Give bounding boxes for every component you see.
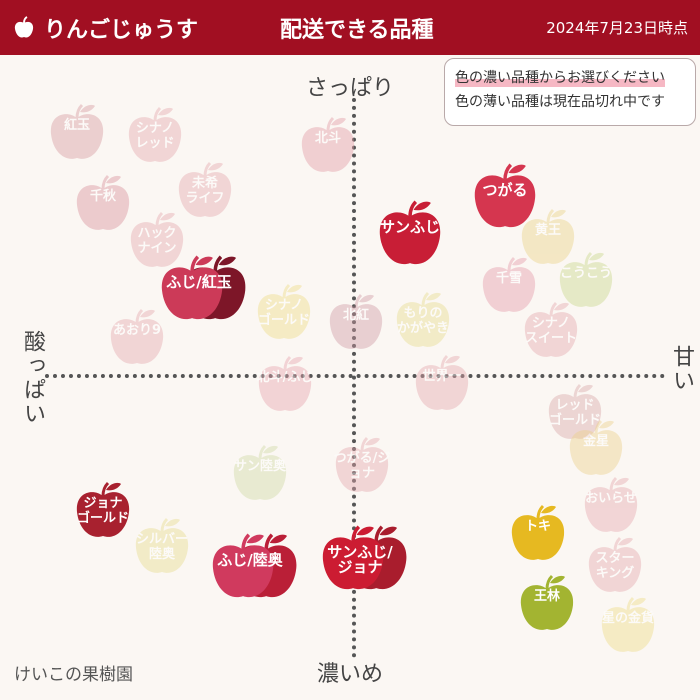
apple-aori9: あおり9 [105,305,169,369]
apple-fuji-koudama[interactable]: ふじ/紅玉 [161,251,246,325]
apple-icon [511,504,565,560]
apple-icon [524,301,578,357]
apple-shinano-sweet: シナノ スイート [519,298,583,362]
apple-icon [128,106,182,162]
header-bar: りんごじゅうす 配送できる品種 2024年7月23日時点 [0,0,700,55]
apple-icon [161,255,246,320]
axis-label-top: さっぱり [306,76,395,101]
apple-icon [212,533,297,598]
legend-line-available: 色の濃い品種からお選びください [455,67,665,87]
apple-chiaki: 千秋 [71,171,135,235]
apple-icon [233,444,287,500]
apple-red-gold: レッド ゴールド [543,380,607,444]
apple-icon [482,256,536,312]
apple-icon [130,211,184,267]
apple-icon [588,536,642,592]
axis-label-right: 甘い [669,345,694,393]
apple-mikiraifu: 未希 ライフ [173,158,237,222]
as-of-date: 2024年7月23日時点 [546,19,688,37]
apple-icon [601,596,655,652]
apple-morino-kagayaki: もりの かがやき [391,288,455,352]
apple-icon [329,293,383,349]
apple-icon [379,200,441,265]
apple-icon [520,574,574,630]
apple-sanfuji[interactable]: サンふじ [373,196,447,270]
apple-tsugaru-jonagold: つがる/ジョナ [330,433,394,497]
apple-icon [322,525,407,590]
apple-icon [135,517,189,573]
legend-box: 色の濃い品種からお選びください 色の薄い品種は現在品切れ中です [444,58,696,126]
apple-icon [474,163,536,228]
apple-kinsei: 金星 [564,416,628,480]
apple-silver-mutsu: シルバー 陸奥 [130,514,194,578]
apple-icon [257,283,311,339]
apple-hokuto-fuji: 北斗/ふじ [253,352,317,416]
apple-icon [110,308,164,364]
apple-sun-mutsu: サン陸奥 [228,441,292,505]
apple-icon [178,161,232,217]
brand-title: りんごじゅうす [44,18,199,43]
apple-icon [14,16,34,38]
footer-signature: けいこの果樹園 [14,665,133,685]
apple-icon [301,116,355,172]
apple-fuji-mutsu[interactable]: ふじ/陸奥 [212,529,297,603]
apple-star-king: スター キング [583,533,647,597]
axis-label-bottom: 濃いめ [317,662,384,687]
apple-icon [76,481,130,537]
apple-icon [415,354,469,410]
page-subtitle: 配送できる品種 [280,18,434,43]
apple-sanfuji-jona[interactable]: サンふじ/ ジョナ [322,521,407,595]
apple-hoshino-kinka: 星の金貨 [596,593,660,657]
apple-icon [521,208,575,264]
apple-icon [335,436,389,492]
apple-ourin[interactable]: 王林 [515,571,579,635]
apple-icon [396,291,450,347]
apple-hakku-nain: ハック ナイン [125,208,189,272]
axis-label-left: 酸っぱい [20,330,45,426]
apple-kotoku: こうこう [554,248,618,312]
apple-icon [50,103,104,159]
brand: りんごじゅうす [12,12,198,44]
apple-shinano-red: シナノ レッド [123,103,187,167]
apple-icon [584,476,638,532]
apple-icon [548,383,602,439]
apple-icon [76,174,130,230]
apple-senyuki: 千雪 [477,253,541,317]
apple-icon [559,251,613,307]
vertical-axis [352,98,356,658]
apple-toki[interactable]: トキ [506,501,570,565]
apple-oirase: おいらせ [579,473,643,537]
apple-hokuto: 北斗 [296,113,360,177]
legend-line-soldout: 色の薄い品種は現在品切れ中です [455,94,665,110]
apple-koudama: 紅玉 [45,100,109,164]
apple-tsugaru[interactable]: つがる [468,159,542,233]
apple-shinano-gold: シナノ ゴールド [252,280,316,344]
apple-kiou: 黄王 [516,205,580,269]
apple-icon [258,355,312,411]
apple-icon [569,419,623,475]
apple-hokkou: 北紅 [324,290,388,354]
apple-jonagold[interactable]: ジョナ ゴールド [71,478,135,542]
apple-sekaiichi: 世界一 [410,351,474,415]
